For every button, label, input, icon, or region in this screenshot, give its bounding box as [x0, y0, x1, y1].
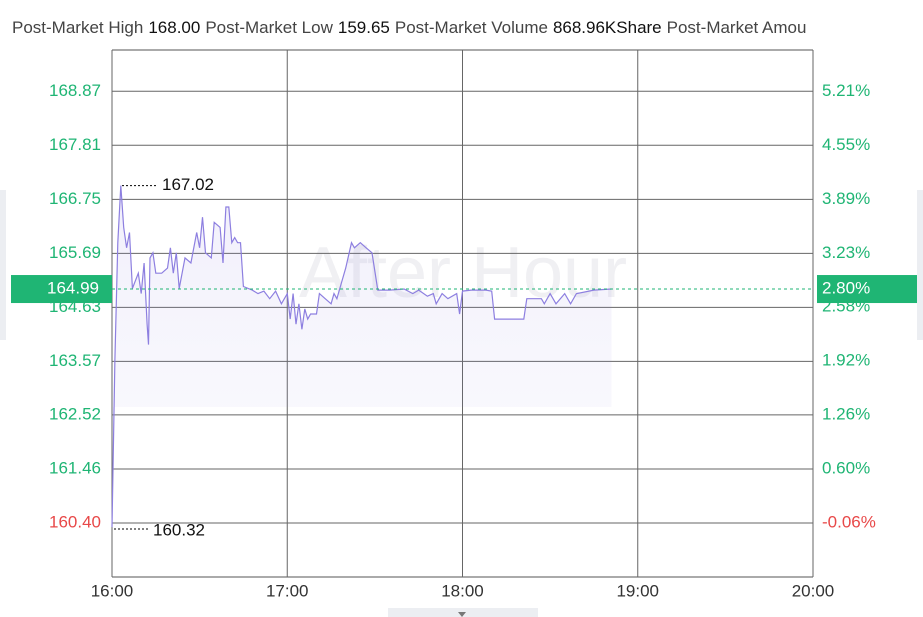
- y-tick-label: 165.69: [49, 243, 101, 262]
- y-tick-label: 161.46: [49, 458, 101, 477]
- x-tick-label: 20:00: [792, 581, 835, 600]
- price-line: [111, 185, 612, 528]
- stat-label: Post-Market Amou: [666, 18, 807, 37]
- stat-label: Post-Market Volume: [394, 18, 548, 37]
- y-tick-label: 166.75: [49, 189, 101, 208]
- last-price: 164.99: [47, 279, 99, 298]
- stat-label: Post-Market High: [12, 18, 144, 37]
- y2-tick-label: 1.26%: [822, 404, 870, 423]
- x-tick-label: 16:00: [91, 581, 134, 600]
- low-label: 160.32: [153, 521, 205, 540]
- left-handle[interactable]: [0, 190, 6, 340]
- area: [112, 185, 612, 528]
- y2-tick-label: 1.92%: [822, 350, 870, 369]
- y2-tick-label: 4.55%: [822, 135, 870, 154]
- y2-tick-label: 5.21%: [822, 81, 870, 100]
- y-tick-label: 168.87: [49, 81, 101, 100]
- y2-tick-label: 3.89%: [822, 189, 870, 208]
- y2-tick-label: 0.60%: [822, 458, 870, 477]
- last-change-box: [817, 275, 917, 304]
- stat-label: Post-Market Low: [205, 18, 333, 37]
- y-tick-label: 160.40: [49, 512, 101, 531]
- y2-tick-label: 3.23%: [822, 243, 870, 262]
- stat-value: 168.00: [148, 18, 201, 37]
- y-tick-label: 162.52: [49, 404, 101, 423]
- y-tick-label: 167.81: [49, 135, 101, 154]
- last-price-box: [11, 275, 112, 304]
- stat-value: 159.65: [337, 18, 390, 37]
- x-tick-label: 17:00: [266, 581, 309, 600]
- high-label: 167.02: [162, 175, 214, 194]
- x-tick-label: 19:00: [616, 581, 659, 600]
- expand-arrow[interactable]: [458, 612, 466, 617]
- x-tick-label: 18:00: [441, 581, 484, 600]
- last-change: 2.80%: [822, 279, 870, 298]
- stat-value: 868.96KShare: [552, 18, 662, 37]
- y-tick-label: 163.57: [49, 351, 101, 370]
- post-market-stats: Post-Market High 168.00 Post-Market Low 159…: [12, 18, 916, 38]
- right-handle[interactable]: [917, 190, 923, 340]
- y2-tick-label: -0.06%: [822, 512, 876, 531]
